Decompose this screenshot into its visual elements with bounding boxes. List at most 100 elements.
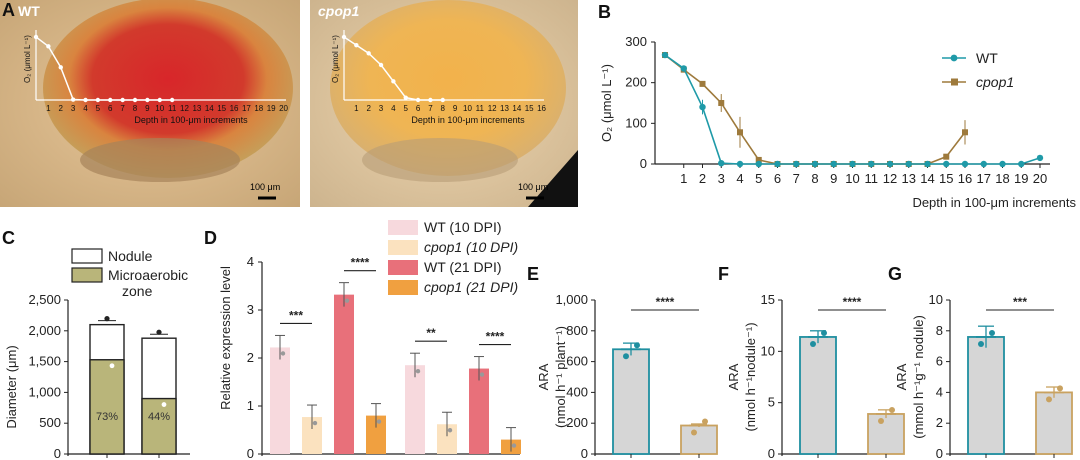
- chart-C-legend-label: Microaerobic: [108, 267, 188, 283]
- chart-B-x-tick-label: 1: [680, 171, 687, 186]
- inset-x-tick-label: 14: [205, 104, 214, 113]
- chart-D-bar: [334, 294, 354, 454]
- chart-C-legend-label: zone: [122, 283, 153, 299]
- chart-E-point: [702, 418, 708, 425]
- chart-G-y-tick-label: 4: [936, 384, 943, 399]
- inset-x-tick-label: 13: [500, 104, 509, 113]
- chart-B-point: [661, 51, 669, 59]
- chart-F-y-axis-label: ARA: [726, 363, 741, 390]
- inset-point: [428, 97, 433, 103]
- chart-B-point: [943, 153, 950, 160]
- chart-B-point: [943, 160, 950, 168]
- chart-B-x-tick-label: 18: [995, 171, 1009, 186]
- inset-x-tick-label: 10: [155, 104, 164, 113]
- inset-point: [145, 97, 150, 103]
- inset-x-tick-label: 3: [71, 104, 76, 113]
- chart-B-y-axis-label: O₂ (μmol L⁻¹): [599, 64, 614, 142]
- chart-E-y-axis-label-units: (nmol h⁻¹ plant⁻¹): [553, 326, 568, 428]
- chart-D-point: [479, 372, 485, 377]
- inset-x-tick-label: 1: [46, 104, 51, 113]
- inset-x-tick-label: 7: [120, 104, 125, 113]
- inset-x-tick-label: 16: [537, 104, 546, 113]
- inset-x-tick-label: 11: [476, 104, 485, 113]
- chart-B-point: [1036, 154, 1044, 162]
- panel-label-G: G: [888, 264, 902, 284]
- chart-G-point: [1046, 396, 1052, 403]
- inset-x-tick-label: 5: [96, 104, 101, 113]
- chart-E-y-tick-label: 200: [566, 415, 588, 430]
- chart-D-bar: [405, 365, 425, 454]
- chart-B-series-line: [664, 54, 966, 165]
- chart-B-point: [849, 160, 856, 168]
- chart-B-point: [755, 156, 762, 163]
- inset-x-tick-label: 2: [366, 104, 371, 113]
- chart-D-bar: [270, 347, 290, 454]
- nodule-cpop1: [330, 0, 566, 176]
- inset-point: [391, 79, 396, 84]
- chart-G-sig-label: ***: [1013, 295, 1027, 309]
- chart-B-x-tick-label: 5: [755, 171, 762, 186]
- nodule-cpop1-base: [362, 138, 518, 182]
- chart-E-y-tick-label: 800: [566, 323, 588, 338]
- chart-D-bar: [469, 368, 489, 454]
- chart-B-y-tick-label: 0: [640, 156, 647, 171]
- scalebar-cpop1-label: 100 μm: [518, 182, 548, 192]
- chart-D-y-tick-label: 1: [247, 398, 254, 413]
- inset-x-tick-label: 17: [242, 104, 251, 113]
- chart-D-legend-swatch: [388, 260, 418, 275]
- chart-B-y-tick-label: 200: [625, 75, 647, 90]
- chart-B-x-tick-label: 8: [811, 171, 818, 186]
- chart-E-point: [691, 429, 697, 436]
- chart-G-y-tick-label: 2: [936, 415, 943, 430]
- panel-label-B: B: [598, 2, 611, 22]
- chart-D-bar: [366, 415, 386, 454]
- inset-x-tick-label: 9: [453, 104, 458, 113]
- chart-D-sig-label: **: [426, 326, 436, 340]
- chart-G-y-tick-label: 0: [936, 446, 943, 460]
- inset-y-axis-label: O₂ (μmol L⁻¹): [23, 35, 32, 83]
- inset-x-tick-label: 15: [525, 104, 534, 113]
- chart-B-point: [980, 160, 987, 168]
- chart-B-x-tick-label: 2: [699, 171, 706, 186]
- chart-D-y-axis-label: Relative expression level: [218, 266, 233, 410]
- chart-G-bar: [1035, 391, 1073, 455]
- inset-point: [354, 42, 359, 48]
- inset-x-tick-label: 10: [463, 104, 472, 113]
- inset-x-tick-label: 13: [192, 104, 201, 113]
- chart-D-point: [415, 369, 421, 374]
- chart-D-point: [312, 420, 318, 426]
- chart-B-point: [737, 129, 743, 136]
- chart-B-point: [793, 160, 800, 168]
- chart-G-y-axis-label-units: (mmol h⁻¹g⁻¹ nodule): [911, 315, 926, 439]
- chart-D-point: [376, 419, 382, 424]
- chart-B-x-tick-label: 20: [1033, 171, 1047, 186]
- chart-B-point: [962, 129, 968, 136]
- chart-G-y-tick-label: 6: [936, 354, 943, 369]
- chart-C-percent-label: 73%: [96, 411, 118, 423]
- inset-x-tick-label: 8: [133, 104, 138, 113]
- chart-B-x-tick-label: 9: [830, 171, 837, 186]
- chart-C-point: [109, 363, 115, 369]
- inset-x-tick-label: 20: [279, 104, 288, 113]
- inset-x-tick-label: 1: [354, 104, 359, 113]
- chart-B-x-tick-label: 7: [793, 171, 800, 186]
- chart-C-legend-swatch: [71, 267, 103, 283]
- inset-x-tick-label: 8: [441, 104, 446, 113]
- chart-B-x-tick-label: 10: [845, 171, 859, 186]
- chart-E: 0 200 400 600 800 1,000 ARA (nmol h⁻¹ plant⁻¹) *…: [536, 292, 718, 460]
- inset-x-tick-label: 6: [416, 104, 421, 113]
- inset-x-tick-label: 19: [267, 104, 276, 113]
- chart-B-point: [699, 80, 706, 87]
- chart-D-y-tick-label: 2: [247, 350, 254, 365]
- chart-B-x-tick-label: 15: [939, 171, 953, 186]
- chart-C-y-tick-label: 1,000: [28, 384, 61, 399]
- chart-B-point: [755, 160, 762, 168]
- chart-B-point: [830, 160, 837, 168]
- inset-point: [378, 62, 384, 68]
- chart-F-point: [810, 340, 816, 347]
- chart-B-point: [868, 160, 875, 168]
